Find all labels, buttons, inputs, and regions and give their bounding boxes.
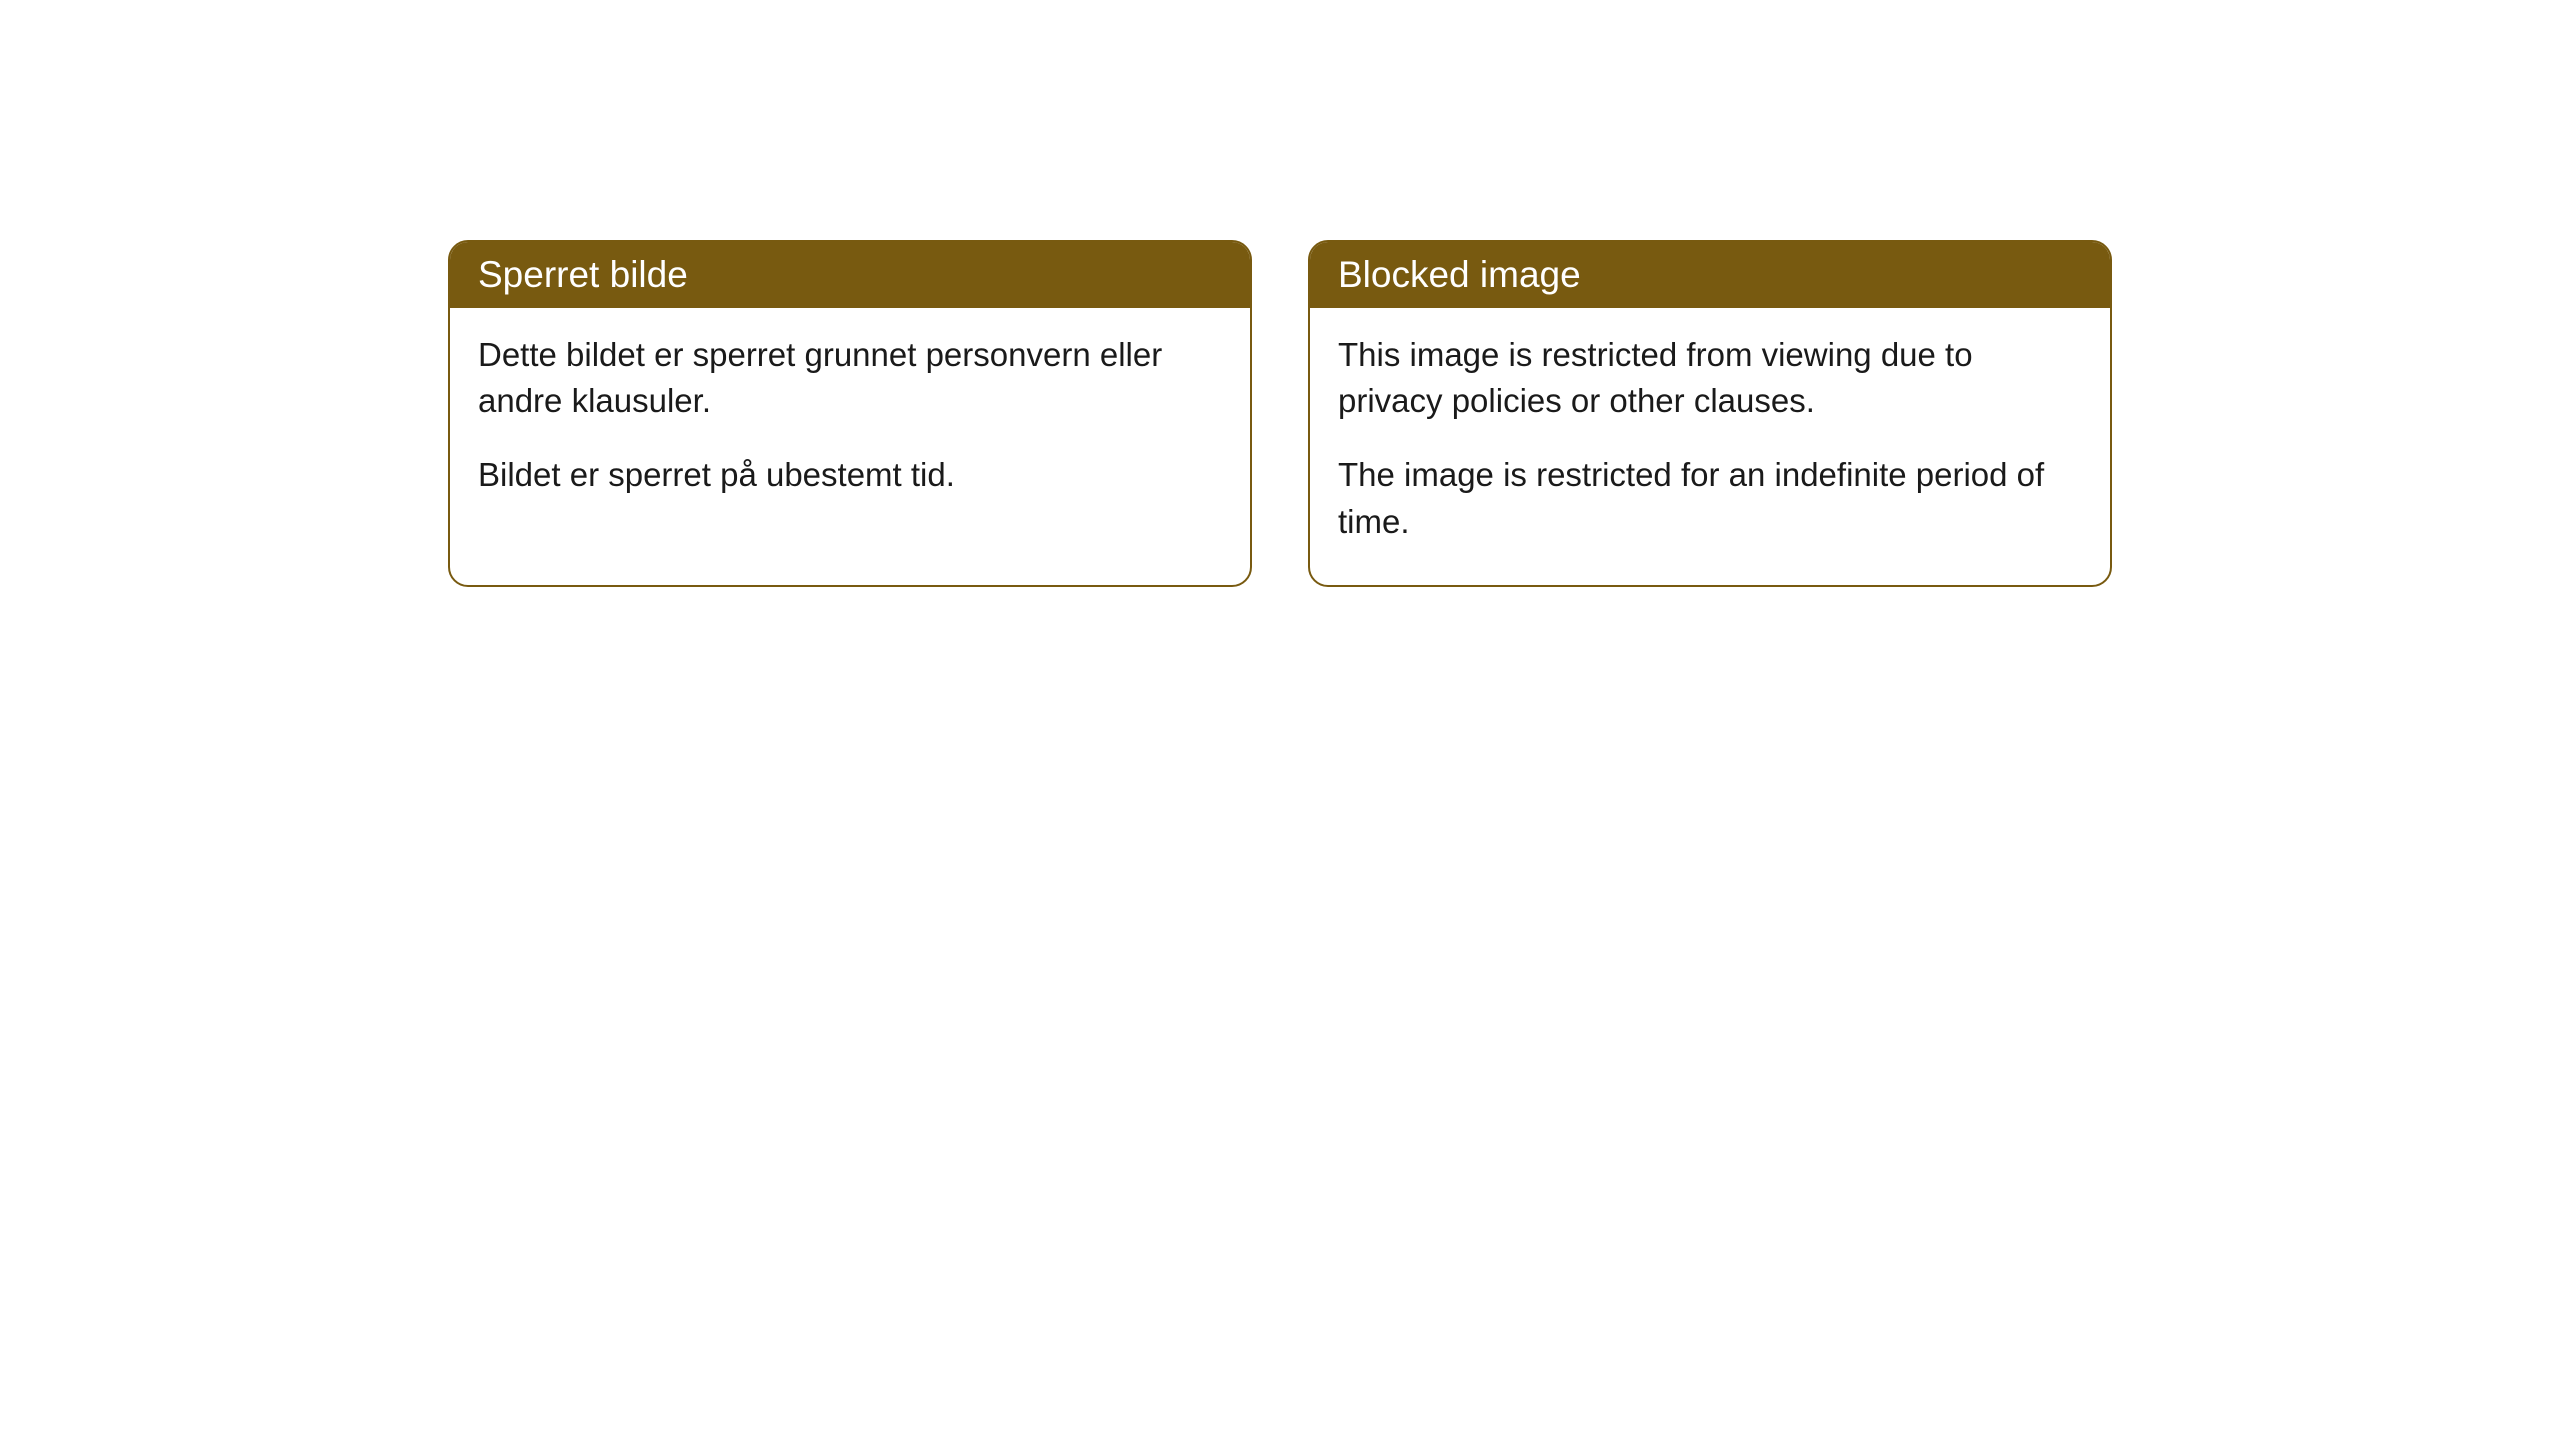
card-paragraph: Bildet er sperret på ubestemt tid.	[478, 452, 1222, 498]
card-header-english: Blocked image	[1310, 242, 2110, 308]
card-paragraph: The image is restricted for an indefinit…	[1338, 452, 2082, 544]
card-norwegian: Sperret bilde Dette bildet er sperret gr…	[448, 240, 1252, 587]
card-body-english: This image is restricted from viewing du…	[1310, 308, 2110, 585]
card-paragraph: Dette bildet er sperret grunnet personve…	[478, 332, 1222, 424]
card-header-norwegian: Sperret bilde	[450, 242, 1250, 308]
card-body-norwegian: Dette bildet er sperret grunnet personve…	[450, 308, 1250, 539]
card-paragraph: This image is restricted from viewing du…	[1338, 332, 2082, 424]
card-english: Blocked image This image is restricted f…	[1308, 240, 2112, 587]
cards-container: Sperret bilde Dette bildet er sperret gr…	[448, 240, 2112, 587]
